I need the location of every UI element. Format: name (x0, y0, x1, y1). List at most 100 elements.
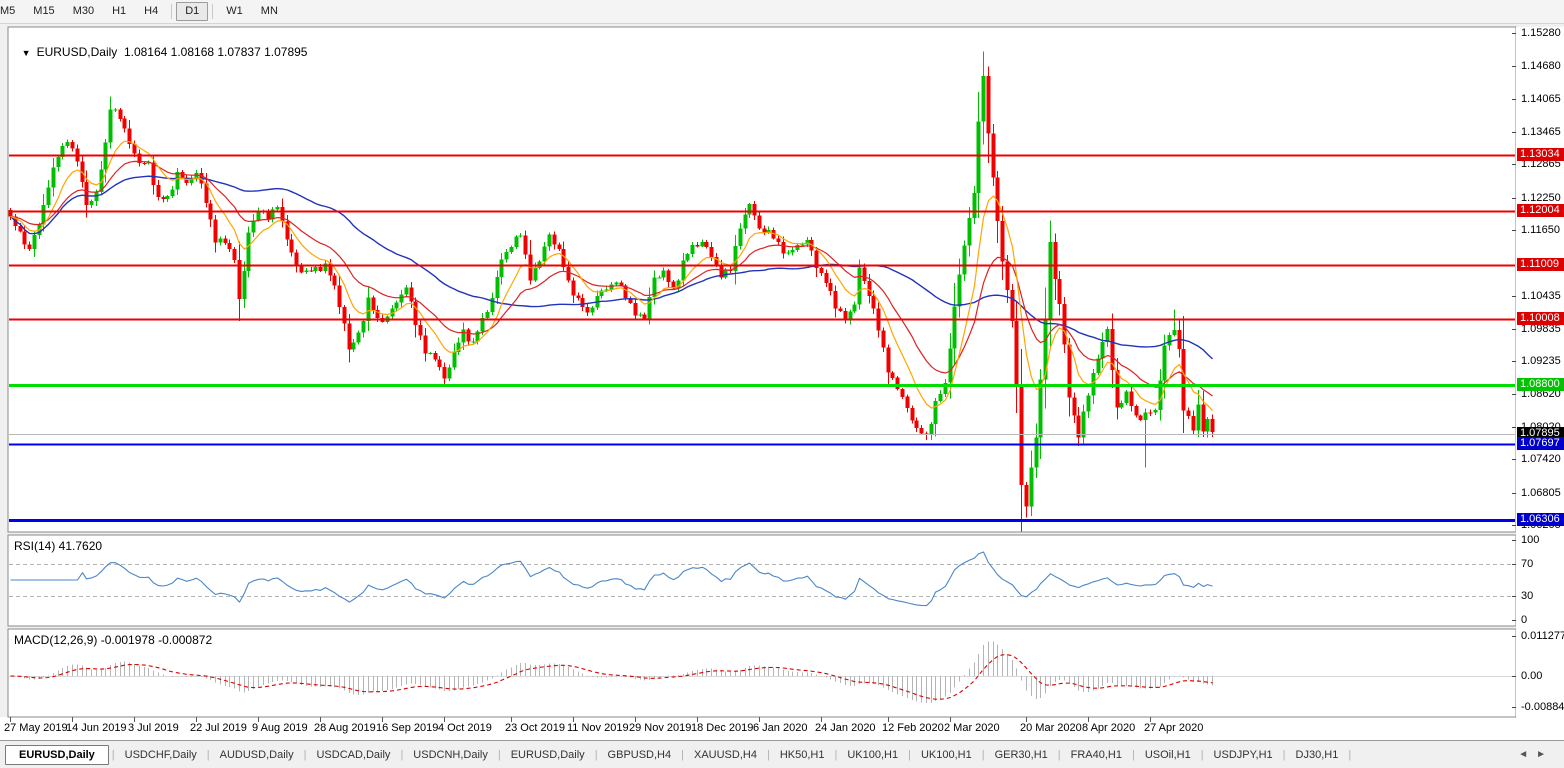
price-axis-label: 1.10435 (1521, 290, 1561, 302)
symbol-tab-4-usdcnh-daily[interactable]: USDCNH,Daily (413, 748, 488, 761)
symbol-tab-0-eurusd-daily[interactable]: EURUSD,Daily (5, 744, 109, 765)
tab-separator: | (681, 748, 684, 761)
date-axis-label: 29 Nov 2019 (629, 722, 692, 734)
date-axis-label: 12 Feb 2020 (882, 722, 944, 734)
symbol-tab-6-gbpusd-h4[interactable]: GBPUSD,H4 (607, 748, 672, 761)
symbol-tab-2-audusd-daily[interactable]: AUDUSD,Daily (219, 748, 294, 761)
chart-ohlc: 1.08164 1.08168 1.07837 1.07895 (123, 45, 308, 59)
symbol-tab-1-usdchf-daily[interactable]: USDCHF,Daily (124, 748, 197, 761)
macd-axis-label: 0.00 (1521, 670, 1543, 682)
chart-symbol-period: EURUSD,Daily (36, 45, 118, 59)
tab-separator: | (400, 748, 404, 761)
timeframe-toolbar: M5 M15 M30 H1 H4 D1 W1 MN (0, 0, 1564, 24)
symbol-tab-9-uk100-h1[interactable]: UK100,H1 (847, 748, 899, 761)
date-axis-label: 23 Oct 2019 (505, 722, 565, 734)
symbol-tab-12-fra40-h1[interactable]: FRA40,H1 (1070, 748, 1122, 761)
symbol-tab-15-dj30-h1[interactable]: DJ30,H1 (1295, 748, 1339, 761)
tab-separator: | (1057, 748, 1061, 761)
price-axis-label: 1.14680 (1521, 60, 1561, 72)
date-axis-label: 2 Mar 2020 (944, 722, 1000, 734)
date-axis-label: 28 Aug 2019 (314, 722, 376, 734)
date-axis[interactable] (0, 717, 1564, 740)
tab-scroll-right-icon[interactable]: ► (1536, 749, 1554, 760)
tab-separator: | (1348, 748, 1352, 761)
price-axis-label: 1.12865 (1521, 158, 1561, 170)
symbol-tab-13-usoil-h1[interactable]: USOil,H1 (1144, 748, 1191, 761)
main-chart-panel[interactable] (8, 27, 1516, 532)
date-axis-label: 4 Oct 2019 (438, 722, 492, 734)
price-line-badge: 1.13034 (1517, 148, 1564, 161)
date-axis-label: 18 Dec 2019 (691, 722, 754, 734)
price-line-badge: 1.11009 (1517, 258, 1564, 271)
tab-separator: | (594, 748, 598, 761)
symbol-tab-bar: EURUSD,Daily | USDCHF,Daily | AUDUSD,Daily | U… (0, 740, 1564, 768)
timeframe-button-h4[interactable]: H4 (144, 5, 159, 17)
rsi-axis-label: 30 (1521, 590, 1534, 602)
chart-dropdown-icon[interactable]: ▼ (21, 48, 31, 58)
date-axis-label: 20 Mar 2020 (1020, 722, 1082, 734)
timeframe-button-d1[interactable]: D1 (176, 2, 209, 21)
rsi-indicator-panel[interactable] (8, 535, 1516, 626)
macd-axis-label: 0.011277 (1521, 630, 1564, 642)
symbol-tab-10-uk100-h1[interactable]: UK100,H1 (920, 748, 972, 761)
price-axis-label: 1.09235 (1521, 355, 1561, 367)
price-line-badge: 1.10008 (1517, 312, 1564, 325)
price-axis-label: 1.08620 (1521, 388, 1561, 400)
date-axis-label: 16 Sep 2019 (376, 722, 439, 734)
tab-separator: | (206, 748, 210, 761)
tab-separator: | (1131, 748, 1135, 761)
tab-separator: | (111, 748, 115, 761)
price-axis-label: 1.09835 (1521, 323, 1561, 335)
date-axis-label: 27 Apr 2020 (1144, 722, 1204, 734)
price-line-badge: 1.07697 (1517, 437, 1564, 450)
symbol-tab-14-usdjpy-h1[interactable]: USDJPY,H1 (1213, 748, 1273, 761)
price-axis-label: 1.14065 (1521, 93, 1561, 105)
price-line-badge: 1.08800 (1517, 378, 1564, 391)
date-axis-label: 3 Jul 2019 (128, 722, 179, 734)
price-line-badge: 1.06306 (1517, 513, 1564, 526)
tab-separator: | (766, 748, 770, 761)
tab-separator: | (981, 748, 985, 761)
price-axis-label: 1.11650 (1521, 224, 1560, 236)
date-axis-label: 14 Jun 2019 (66, 722, 127, 734)
timeframe-button-m30[interactable]: M30 (72, 5, 95, 17)
timeframe-button-h1[interactable]: H1 (112, 5, 127, 17)
timeframe-button-m15[interactable]: M15 (33, 5, 55, 17)
toolbar-separator (171, 4, 173, 19)
tab-separator: | (497, 748, 501, 761)
date-axis-label: 8 Apr 2020 (1082, 722, 1136, 734)
symbol-tab-5-eurusd-daily[interactable]: EURUSD,Daily (510, 748, 585, 761)
tab-separator: | (1282, 748, 1286, 761)
price-axis-label: 1.06805 (1521, 487, 1561, 499)
date-axis-label: 9 Aug 2019 (252, 722, 308, 734)
tab-scroll-left-icon[interactable]: ◄ (1518, 749, 1537, 760)
date-axis-label: 27 May 2019 (4, 722, 68, 734)
timeframe-button-w1[interactable]: W1 (226, 5, 243, 17)
date-axis-label: 11 Nov 2019 (567, 722, 629, 734)
price-axis-label: 1.12250 (1521, 192, 1561, 204)
current-price-badge: 1.07895 (1517, 427, 1564, 440)
toolbar-separator (212, 4, 214, 19)
date-axis-label: 22 Jul 2019 (190, 722, 247, 734)
tab-separator: | (303, 748, 307, 761)
symbol-tab-3-usdcad-daily[interactable]: USDCAD,Daily (316, 748, 391, 761)
price-axis-label: 1.07420 (1521, 453, 1561, 465)
price-line-badge: 1.12004 (1517, 204, 1564, 217)
symbol-tab-11-ger30-h1[interactable]: GER30,H1 (994, 748, 1048, 761)
rsi-axis-label: 70 (1521, 558, 1534, 570)
tab-separator: | (908, 748, 911, 761)
symbol-tab-8-hk50-h1[interactable]: HK50,H1 (779, 748, 825, 761)
symbol-tab-7-xauusd-h4[interactable]: XAUUSD,H4 (693, 748, 757, 761)
timeframe-button-m5[interactable]: M5 (0, 5, 16, 17)
rsi-label: RSI(14) 41.7620 (14, 539, 103, 553)
chart-ohlc-values (117, 45, 124, 59)
date-axis-label: 6 Jan 2020 (753, 722, 808, 734)
price-axis-label: 1.15280 (1521, 27, 1561, 39)
tab-separator: | (834, 748, 838, 761)
timeframe-button-mn[interactable]: MN (260, 5, 278, 17)
macd-indicator-panel[interactable] (8, 629, 1516, 717)
date-axis-label: 24 Jan 2020 (815, 722, 876, 734)
price-axis-label: 1.13465 (1521, 126, 1561, 138)
